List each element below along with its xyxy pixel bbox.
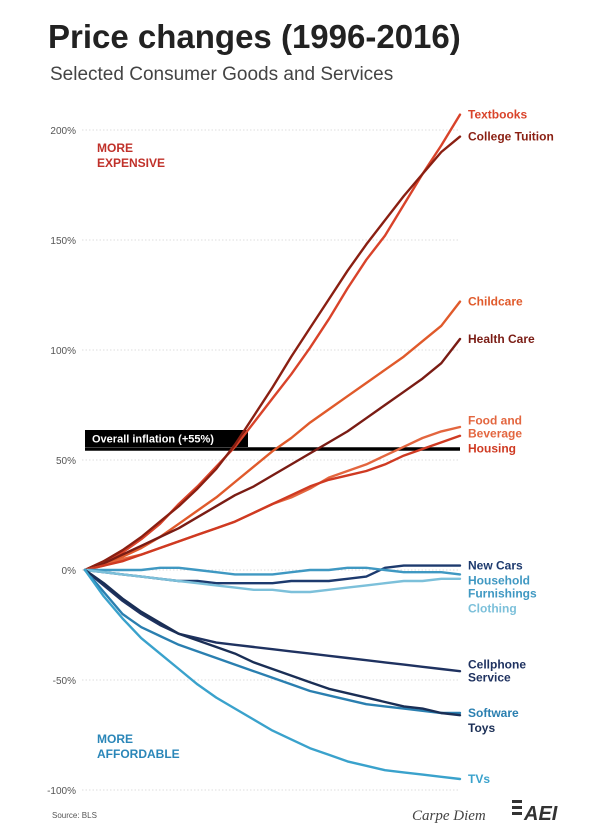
annotation-more-affordable: AFFORDABLE bbox=[97, 747, 180, 761]
series-line-clothing bbox=[83, 568, 462, 594]
series-label-food-and-beverage: Food and bbox=[468, 414, 522, 428]
y-tick-label: 0% bbox=[62, 566, 77, 577]
chart-title: Price changes (1996-2016) bbox=[48, 18, 461, 55]
series-line-software bbox=[83, 568, 462, 715]
annotation-more-affordable: MORE bbox=[97, 732, 133, 746]
series-label-clothing: Clothing bbox=[468, 602, 517, 616]
y-tick-label: -100% bbox=[47, 786, 76, 797]
series-label-health-care: Health Care bbox=[468, 332, 535, 346]
series-labels: Textbooks College Tuition Childcare Health … bbox=[468, 108, 554, 786]
series-label-cellphone-service: Service bbox=[468, 671, 511, 685]
logo-bar bbox=[512, 806, 522, 809]
logo-bar bbox=[512, 812, 522, 815]
chart-subtitle: Selected Consumer Goods and Services bbox=[50, 64, 394, 85]
annotation-more-expensive: EXPENSIVE bbox=[97, 156, 165, 170]
y-tick-label: -50% bbox=[53, 676, 76, 687]
aei-logo: AEI bbox=[523, 803, 558, 825]
series-line-college-tuition bbox=[83, 135, 462, 572]
series-label-college-tuition: College Tuition bbox=[468, 130, 554, 144]
inflation-label-box bbox=[85, 430, 248, 447]
series-label-textbooks: Textbooks bbox=[468, 108, 527, 122]
series-lines bbox=[83, 113, 462, 781]
series-label-new-cars: New Cars bbox=[468, 559, 523, 573]
series-line-tvs bbox=[83, 568, 462, 781]
series-line-toys bbox=[83, 568, 462, 717]
series-line-textbooks bbox=[83, 113, 462, 572]
series-label-food-and-beverage: Beverage bbox=[468, 427, 522, 441]
y-tick-label: 200% bbox=[50, 126, 76, 137]
annotation-more-expensive: MORE bbox=[97, 141, 133, 155]
y-tick-label: 100% bbox=[50, 346, 76, 357]
series-line-household-furnishings bbox=[83, 566, 462, 576]
series-label-cellphone-service: Cellphone bbox=[468, 658, 526, 672]
series-label-household-furnishings: Furnishings bbox=[468, 587, 537, 601]
series-label-tvs: TVs bbox=[468, 772, 490, 786]
logo-bar bbox=[512, 800, 522, 803]
y-axis-ticks: 200% 150% 100% 50% 0% -50% -100% bbox=[47, 126, 76, 797]
series-label-toys: Toys bbox=[468, 721, 495, 735]
brand-name: Carpe Diem bbox=[412, 808, 486, 824]
series-label-software: Software bbox=[468, 706, 519, 720]
series-label-housing: Housing bbox=[468, 442, 516, 456]
y-tick-label: 150% bbox=[50, 236, 76, 247]
y-tick-label: 50% bbox=[56, 456, 76, 467]
series-line-housing bbox=[83, 434, 462, 572]
series-line-health-care bbox=[83, 337, 462, 572]
series-label-household-furnishings: Household bbox=[468, 574, 530, 588]
inflation-label: Overall inflation (+55%) bbox=[92, 434, 214, 446]
source-note: Source: BLS bbox=[52, 811, 97, 820]
series-label-childcare: Childcare bbox=[468, 295, 523, 309]
series-line-cellphone-service bbox=[83, 568, 462, 673]
series-line-childcare bbox=[83, 300, 462, 572]
footer: Source: BLS Carpe Diem AEI bbox=[52, 800, 558, 825]
gridlines bbox=[82, 129, 460, 791]
